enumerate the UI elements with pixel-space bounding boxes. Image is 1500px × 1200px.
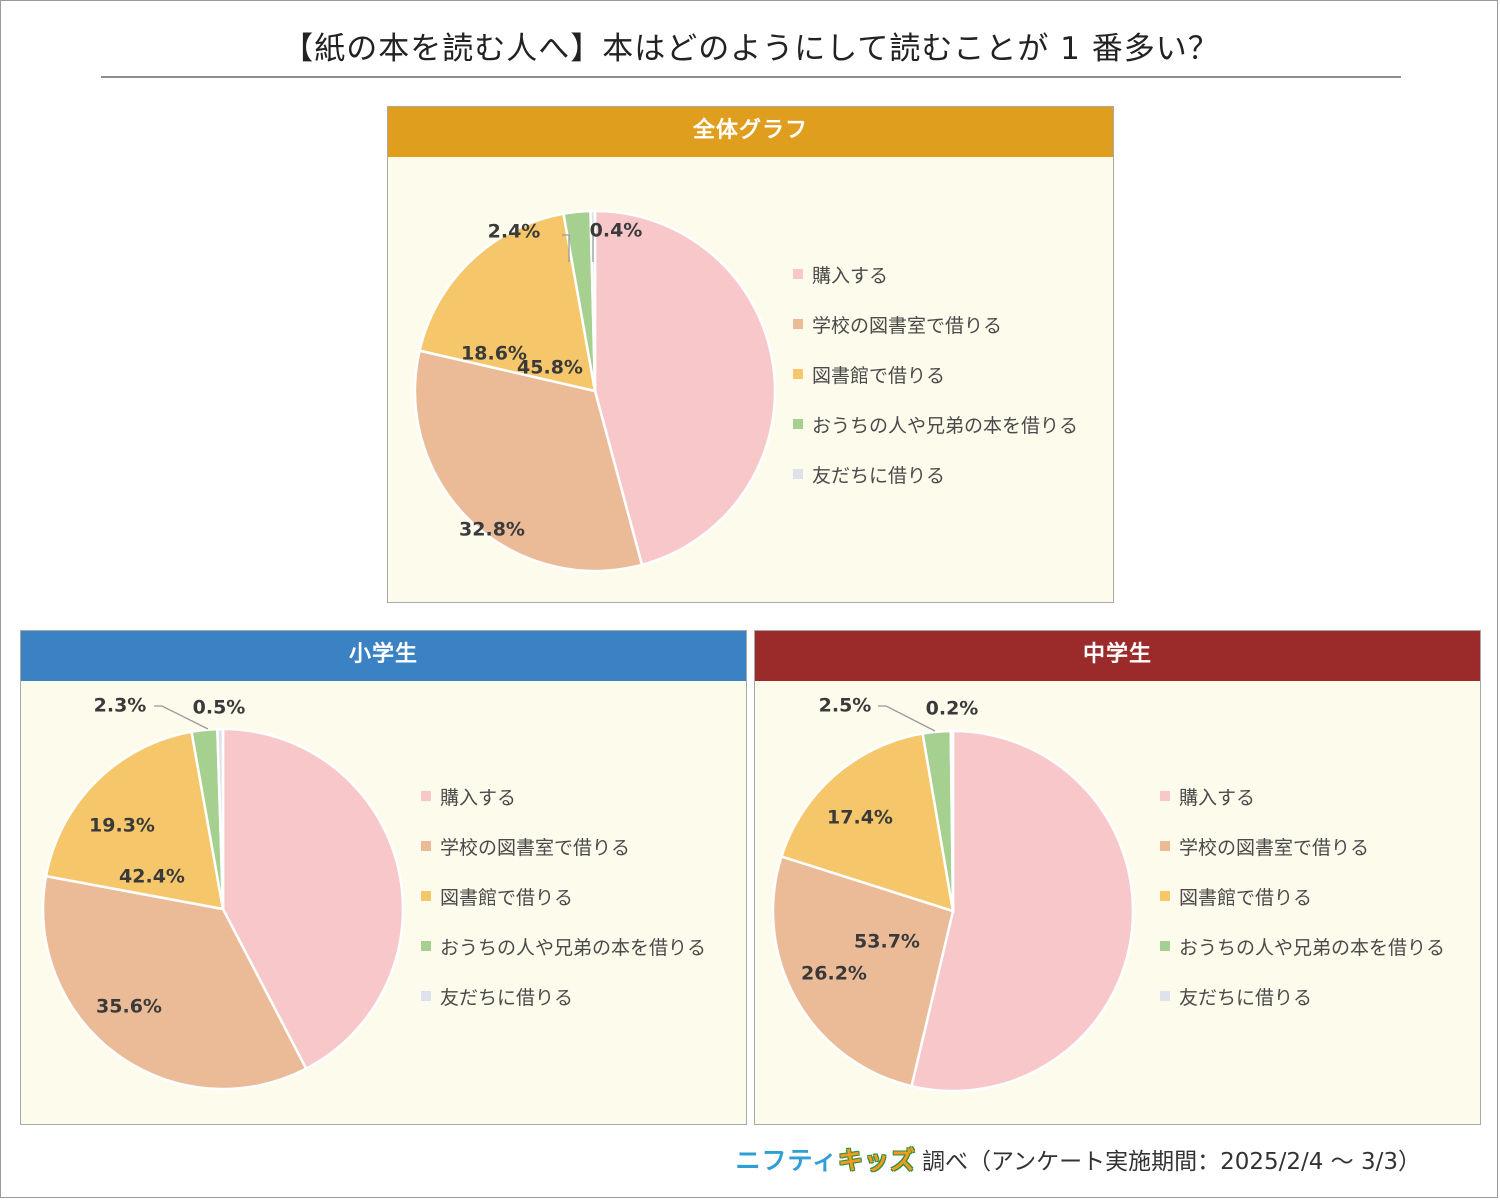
pie-slice xyxy=(593,209,777,567)
leader-line xyxy=(878,705,936,732)
legend-swatch xyxy=(421,891,431,901)
legend-label: 購入する xyxy=(812,264,889,287)
legend-item: おうちの人や兄弟の本を借りる xyxy=(793,399,1078,449)
panel-elementary-header: 小学生 xyxy=(21,631,746,681)
legend-item: 友だちに借りる xyxy=(1160,971,1445,1021)
legend-label: 学校の図書室で借りる xyxy=(440,836,631,859)
data-label: 2.4% xyxy=(488,221,541,243)
legend-item: 購入する xyxy=(793,249,1078,299)
legend-swatch xyxy=(421,941,431,951)
leader-line xyxy=(562,234,570,262)
legend-swatch xyxy=(793,269,803,279)
pie-slice xyxy=(910,729,1135,1093)
legend-label: 学校の図書室で借りる xyxy=(1179,836,1370,859)
data-label: 42.4% xyxy=(119,866,185,888)
pie-chart-overall: 45.8% 32.8% 18.6% 2.4% 0.4% xyxy=(413,209,777,573)
legend-label: 学校の図書室で借りる xyxy=(812,314,1003,337)
pie-chart-elementary: 42.4% 35.6% 19.3% 2.3% 0.5% xyxy=(41,695,405,1091)
legend-swatch xyxy=(1160,841,1170,851)
legend-item: 学校の図書室で借りる xyxy=(793,299,1078,349)
legend-junior-high: 購入する学校の図書室で借りる 図書館で借りるおうちの人や兄弟の本を借りる 友だちに借… xyxy=(1160,771,1445,1021)
data-label: 2.5% xyxy=(819,695,872,717)
source-text: 調べ（アンケート実施期間：2025/2/4 ～ 3/3） xyxy=(921,1149,1421,1175)
data-label: 0.4% xyxy=(590,220,643,242)
page-title: 【紙の本を読む人へ】本はどのようにして読むことが 1 番多い？ xyxy=(282,31,1220,67)
pie-slice xyxy=(589,209,597,392)
legend-item: 学校の図書室で借りる xyxy=(421,821,706,871)
legend-label: 図書館で借りる xyxy=(440,886,574,909)
legend-swatch xyxy=(421,791,431,801)
data-label: 53.7% xyxy=(854,931,920,953)
pie-slice xyxy=(779,732,955,913)
data-label: 18.6% xyxy=(461,343,527,365)
legend-item: 図書館で借りる xyxy=(421,871,706,921)
panel-overall-header: 全体グラフ xyxy=(388,107,1113,157)
panel-junior-high: 中学生 53.7% 26.2% 17.4% 2.5% 0.2% 購入する学校の図書室で借… xyxy=(754,630,1481,1125)
leader-line xyxy=(592,233,598,262)
data-label: 26.2% xyxy=(801,963,867,985)
legend-label: 図書館で借りる xyxy=(1179,886,1313,909)
pie-slice xyxy=(771,854,955,1088)
data-label: 45.8% xyxy=(517,357,583,379)
data-label: 17.4% xyxy=(827,807,893,829)
legend-swatch xyxy=(793,369,803,379)
legend-label: 図書館で借りる xyxy=(812,364,946,387)
legend-swatch xyxy=(1160,941,1170,951)
pie-slice xyxy=(418,212,597,393)
pie-chart-junior-high: 53.7% 26.2% 17.4% 2.5% 0.2% xyxy=(771,695,1135,1093)
legend-swatch xyxy=(1160,991,1170,1001)
legend-label: 購入する xyxy=(440,786,517,809)
leader-line xyxy=(154,705,209,730)
data-label: 0.5% xyxy=(193,697,246,719)
panel-junior-high-header: 中学生 xyxy=(755,631,1480,681)
legend-swatch xyxy=(793,419,803,429)
legend-item: 購入する xyxy=(421,771,706,821)
data-label: 0.2% xyxy=(926,698,979,720)
pie-slice xyxy=(949,729,955,912)
legend-item: おうちの人や兄弟の本を借りる xyxy=(421,921,706,971)
brand-logo-part1: ニフティ xyxy=(735,1146,838,1175)
pie-slice xyxy=(41,874,308,1091)
data-label: 32.8% xyxy=(459,519,525,541)
legend-label: おうちの人や兄弟の本を借りる xyxy=(1179,936,1446,959)
legend-label: おうちの人や兄弟の本を借りる xyxy=(812,414,1079,437)
legend-elementary: 購入する学校の図書室で借りる 図書館で借りるおうちの人や兄弟の本を借りる 友だちに借… xyxy=(421,771,706,1021)
legend-item: 購入する xyxy=(1160,771,1445,821)
pie-slice xyxy=(221,727,405,1071)
brand-logo-part2: キッズ xyxy=(837,1146,916,1175)
legend-item: 学校の図書室で借りる xyxy=(1160,821,1445,871)
legend-item: 図書館で借りる xyxy=(1160,871,1445,921)
legend-label: 購入する xyxy=(1179,786,1256,809)
data-label: 35.6% xyxy=(96,996,162,1018)
legend-overall: 購入する学校の図書室で借りる 図書館で借りるおうちの人や兄弟の本を借りる 友だちに借… xyxy=(793,249,1078,499)
data-label: 19.3% xyxy=(89,815,155,837)
legend-item: 図書館で借りる xyxy=(793,349,1078,399)
legend-swatch xyxy=(1160,791,1170,801)
title-divider xyxy=(101,76,1401,78)
pie-slice xyxy=(216,727,225,910)
legend-label: 友だちに借りる xyxy=(812,464,946,487)
legend-swatch xyxy=(793,469,803,479)
legend-item: 友だちに借りる xyxy=(421,971,706,1021)
legend-label: おうちの人や兄弟の本を借りる xyxy=(440,936,707,959)
legend-label: 友だちに借りる xyxy=(440,986,574,1009)
legend-item: 友だちに借りる xyxy=(793,449,1078,499)
data-label: 2.3% xyxy=(94,695,147,717)
legend-swatch xyxy=(421,991,431,1001)
legend-label: 友だちに借りる xyxy=(1179,986,1313,1009)
source-footer: ニフティ キッズ 調べ（アンケート実施期間：2025/2/4 ～ 3/3） xyxy=(735,1141,1421,1177)
legend-item: おうちの人や兄弟の本を借りる xyxy=(1160,921,1445,971)
pie-slice xyxy=(44,730,225,911)
legend-swatch xyxy=(793,319,803,329)
pie-slice xyxy=(413,349,644,573)
panel-overall: 全体グラフ 45.8% 32.8% 18.6% 2.4% 0.4% 購入する学校の図書室… xyxy=(387,106,1114,603)
legend-swatch xyxy=(421,841,431,851)
legend-swatch xyxy=(1160,891,1170,901)
panel-elementary: 小学生 42.4% 35.6% 19.3% 2.3% 0.5% 購入する学校の図書室で借… xyxy=(20,630,747,1125)
